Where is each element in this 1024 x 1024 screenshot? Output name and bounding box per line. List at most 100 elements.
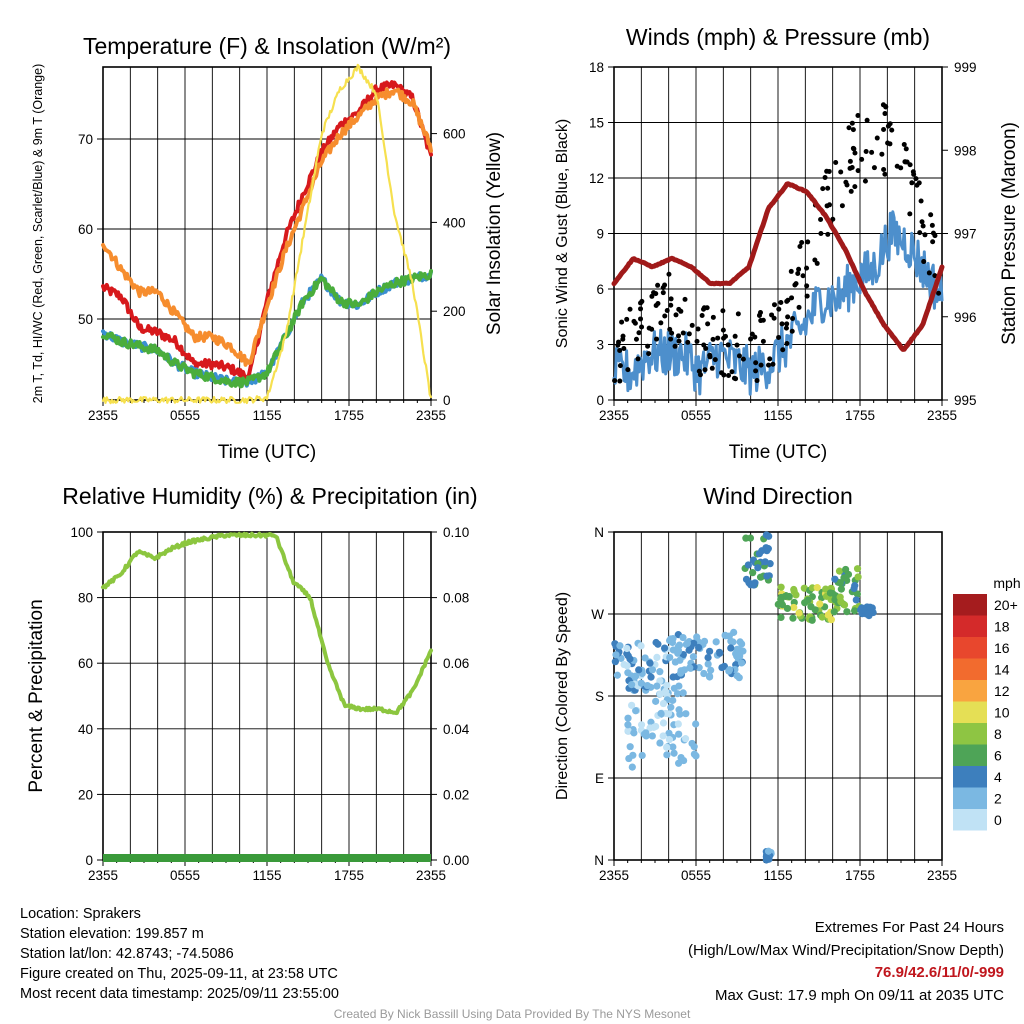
direction-point (749, 569, 757, 577)
gust-point (804, 293, 810, 299)
credit-text: Created By Nick Bassill Using Data Provi… (333, 1007, 691, 1021)
direction-point (777, 583, 785, 591)
gust-point (646, 351, 652, 357)
gust-point (779, 321, 785, 327)
y-tick-label: 100 (70, 525, 93, 540)
gust-point (852, 150, 858, 156)
gust-point (689, 322, 695, 328)
gust-point (859, 156, 865, 162)
panel-humidity (97, 531, 437, 866)
direction-point (764, 847, 773, 855)
gust-point (881, 167, 887, 173)
gust-point (864, 117, 870, 123)
direction-point (816, 600, 824, 608)
gust-point (919, 219, 925, 225)
direction-point (744, 561, 752, 569)
gust-point (894, 163, 900, 169)
direction-point (716, 649, 724, 657)
x-tick-label: 2355 (927, 408, 957, 423)
direction-point (795, 609, 803, 617)
y-tick-label: N (594, 525, 604, 540)
gust-point (638, 306, 644, 312)
legend-swatch (953, 787, 987, 809)
panel-title: Wind Direction (703, 483, 853, 509)
direction-point (727, 644, 735, 652)
y-tick-label-right: 0.02 (443, 787, 469, 802)
gust-point (882, 171, 888, 177)
direction-point (635, 666, 643, 674)
gust-point (707, 354, 713, 360)
gust-point (885, 140, 891, 146)
direction-point (656, 668, 664, 676)
y-tick-label-right: 200 (443, 304, 466, 319)
y-tick-label: 12 (589, 171, 604, 186)
x-tick-label: 2355 (88, 408, 118, 423)
y-axis-label: Percent & Precipitation (26, 599, 47, 792)
y-tick-label-right: 0 (443, 393, 451, 408)
direction-point (706, 647, 714, 655)
y-tick-label: N (594, 853, 604, 868)
legend-label: 20+ (994, 597, 1018, 613)
direction-point (682, 640, 690, 649)
gust-point (917, 230, 923, 236)
gust-point (752, 334, 758, 340)
gust-point (729, 369, 735, 375)
gust-point (797, 243, 803, 249)
gust-point (850, 145, 856, 151)
gust-point (855, 168, 861, 174)
gust-point (624, 316, 630, 322)
legend-label: 10 (994, 705, 1010, 721)
gust-point (676, 338, 682, 344)
gust-point (631, 318, 637, 324)
direction-point (612, 651, 620, 659)
direction-point (624, 727, 632, 735)
direction-point (647, 673, 655, 681)
direction-point (850, 607, 859, 615)
gust-point (639, 324, 645, 330)
gust-point (825, 231, 831, 237)
gust-point (766, 362, 772, 368)
extremes-subtitle: (High/Low/Max Wind/Precipitation/Snow De… (688, 941, 1004, 959)
direction-point (659, 699, 668, 708)
y-tick-label-right: 999 (954, 60, 977, 75)
direction-point (663, 743, 671, 751)
gust-point (703, 345, 709, 351)
gust-point (734, 342, 740, 348)
gust-point (617, 363, 623, 369)
gust-point (694, 338, 700, 344)
y-tick-label: 18 (589, 60, 604, 75)
elevation-text: Station elevation: 199.857 m (20, 926, 204, 942)
direction-point (654, 640, 662, 648)
gust-point (720, 308, 726, 314)
gust-point (907, 211, 913, 217)
direction-point (808, 616, 816, 624)
gust-point (645, 343, 651, 349)
y-tick-label-right: 997 (954, 227, 977, 242)
x-tick-label: 1155 (252, 868, 281, 883)
gust-point (789, 295, 795, 301)
y-tick-label-right: 996 (954, 310, 977, 325)
direction-point (777, 613, 785, 622)
gust-point (754, 378, 760, 384)
direction-point (663, 681, 671, 689)
direction-point (626, 743, 634, 751)
gust-point (662, 313, 668, 319)
gust-point (695, 326, 701, 332)
gust-point (911, 171, 917, 177)
gust-point (725, 342, 731, 348)
direction-point (685, 646, 693, 654)
direction-point (628, 701, 636, 709)
direction-point (653, 653, 661, 662)
gust-point (796, 304, 802, 310)
legend-label: 0 (994, 812, 1002, 828)
gust-point (767, 356, 773, 362)
gust-point (612, 378, 618, 384)
direction-point (676, 656, 684, 664)
gust-point (789, 328, 795, 334)
direction-point (629, 751, 637, 759)
gust-point (686, 331, 692, 337)
legend-swatch (953, 766, 987, 788)
legend-swatch (953, 809, 987, 831)
gust-point (668, 302, 674, 308)
direction-point (670, 749, 678, 757)
